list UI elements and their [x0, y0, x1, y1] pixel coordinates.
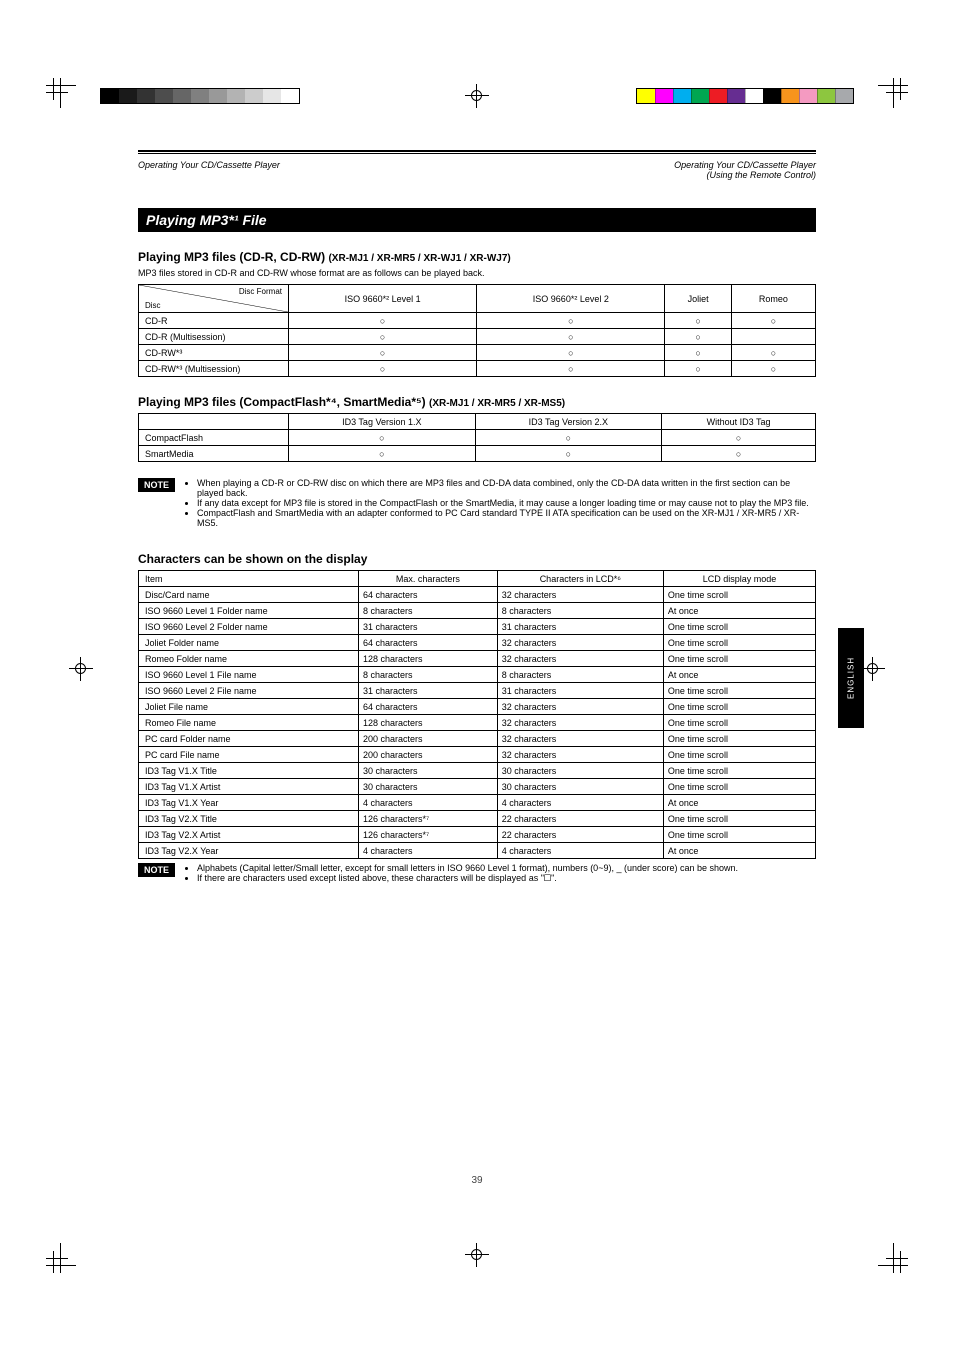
- table-row: Disc/Card name64 characters32 characters…: [139, 587, 816, 603]
- note-item: If any data except for MP3 file is store…: [197, 498, 816, 508]
- table-row: Romeo Folder name128 characters32 charac…: [139, 651, 816, 667]
- column-header: Romeo: [731, 285, 815, 313]
- column-header: ID3 Tag Version 2.X: [475, 414, 662, 430]
- subsection1-label: (XR-MJ1 / XR-MR5 / XR-WJ1 / XR-WJ7): [328, 253, 510, 264]
- registration-mark-bottom: [468, 1246, 486, 1264]
- note-item: If there are characters used except list…: [197, 873, 738, 884]
- column-header: Item: [139, 571, 359, 587]
- registration-mark-top: [468, 87, 486, 105]
- column-header: ID3 Tag Version 1.X: [289, 414, 476, 430]
- header-left: Operating Your CD/Cassette Player: [138, 160, 280, 180]
- registration-mark-left: [72, 660, 90, 678]
- table-row: CompactFlash○○○: [139, 430, 816, 446]
- page-number: 39: [0, 1175, 954, 1186]
- table-row: PC card Folder name200 characters32 char…: [139, 731, 816, 747]
- section-title: Playing MP3*¹ File: [138, 208, 816, 232]
- section-side-tab: ENGLISH: [838, 628, 864, 728]
- grayscale-calibration-bar: [100, 88, 300, 104]
- note-badge-2: NOTE: [138, 863, 175, 877]
- table-row: ID3 Tag V2.X Artist126 characters*⁷22 ch…: [139, 827, 816, 843]
- table-row: ISO 9660 Level 1 File name8 characters8 …: [139, 667, 816, 683]
- column-header: Without ID3 Tag: [662, 414, 816, 430]
- table-row: PC card File name200 characters32 charac…: [139, 747, 816, 763]
- table-row: CD-RW*³ (Multisession)○○○○: [139, 361, 816, 377]
- table-row: CD-RW*³○○○○: [139, 345, 816, 361]
- subsection2-title: Playing MP3 files (CompactFlash*⁴, Smart…: [138, 395, 426, 409]
- column-header: Max. characters: [359, 571, 498, 587]
- table-row: Romeo File name128 characters32 characte…: [139, 715, 816, 731]
- char-limit-table: ItemMax. charactersCharacters in LCD*⁶LC…: [138, 570, 816, 859]
- table-row: CD-R○○○○: [139, 313, 816, 329]
- column-header: Characters in LCD*⁶: [497, 571, 663, 587]
- note1-list: When playing a CD-R or CD-RW disc on whi…: [183, 478, 816, 528]
- table-row: ID3 Tag V2.X Title126 characters*⁷22 cha…: [139, 811, 816, 827]
- note-1: NOTE When playing a CD-R or CD-RW disc o…: [138, 478, 816, 528]
- note-item: When playing a CD-R or CD-RW disc on whi…: [197, 478, 816, 498]
- subsection1-heading: Playing MP3 files (CD-R, CD-RW) (XR-MJ1 …: [138, 250, 816, 264]
- note-item: CompactFlash and SmartMedia with an adap…: [197, 508, 816, 528]
- diagonal-header: Disc Format Disc: [139, 285, 289, 313]
- subsection2-label: (XR-MJ1 / XR-MR5 / XR-MS5): [429, 398, 565, 409]
- char-limit-heading: Characters can be shown on the display: [138, 552, 816, 566]
- column-header: LCD display mode: [663, 571, 815, 587]
- subsection1-desc: MP3 files stored in CD-R and CD-RW whose…: [138, 268, 816, 278]
- color-calibration-bar: [636, 88, 854, 104]
- table-row: Joliet Folder name64 characters32 charac…: [139, 635, 816, 651]
- table-row: SmartMedia○○○: [139, 446, 816, 462]
- column-header: Joliet: [665, 285, 731, 313]
- registration-mark-right: [864, 660, 882, 678]
- table-row: ID3 Tag V1.X Artist30 characters30 chara…: [139, 779, 816, 795]
- subsection2-heading: Playing MP3 files (CompactFlash*⁴, Smart…: [138, 395, 816, 409]
- note2-list: Alphabets (Capital letter/Small letter, …: [183, 863, 738, 884]
- table-row: Joliet File name64 characters32 characte…: [139, 699, 816, 715]
- col-axis-label: Disc Format: [239, 287, 282, 296]
- row-axis-label: Disc: [145, 301, 161, 310]
- table-row: ID3 Tag V1.X Year4 characters4 character…: [139, 795, 816, 811]
- card-compat-table: ID3 Tag Version 1.XID3 Tag Version 2.XWi…: [138, 413, 816, 462]
- header-right: Operating Your CD/Cassette Player(Using …: [674, 160, 816, 180]
- note-badge: NOTE: [138, 478, 175, 492]
- note-item: Alphabets (Capital letter/Small letter, …: [197, 863, 738, 873]
- table-row: ISO 9660 Level 2 Folder name31 character…: [139, 619, 816, 635]
- table-row: ISO 9660 Level 1 Folder name8 characters…: [139, 603, 816, 619]
- note-2: NOTE Alphabets (Capital letter/Small let…: [138, 863, 816, 884]
- table-row: CD-R (Multisession)○○○: [139, 329, 816, 345]
- table-row: ID3 Tag V1.X Title30 characters30 charac…: [139, 763, 816, 779]
- subsection1-title: Playing MP3 files (CD-R, CD-RW): [138, 250, 325, 264]
- column-header: ISO 9660*² Level 2: [477, 285, 665, 313]
- page-header: Operating Your CD/Cassette Player Operat…: [138, 160, 816, 180]
- page-content: Operating Your CD/Cassette Player Operat…: [138, 150, 816, 884]
- table-row: ID3 Tag V2.X Year4 characters4 character…: [139, 843, 816, 859]
- header-rule: [138, 150, 816, 154]
- format-compat-table: Disc Format Disc ISO 9660*² Level 1ISO 9…: [138, 284, 816, 377]
- table-row: ISO 9660 Level 2 File name31 characters3…: [139, 683, 816, 699]
- column-header: ISO 9660*² Level 1: [289, 285, 477, 313]
